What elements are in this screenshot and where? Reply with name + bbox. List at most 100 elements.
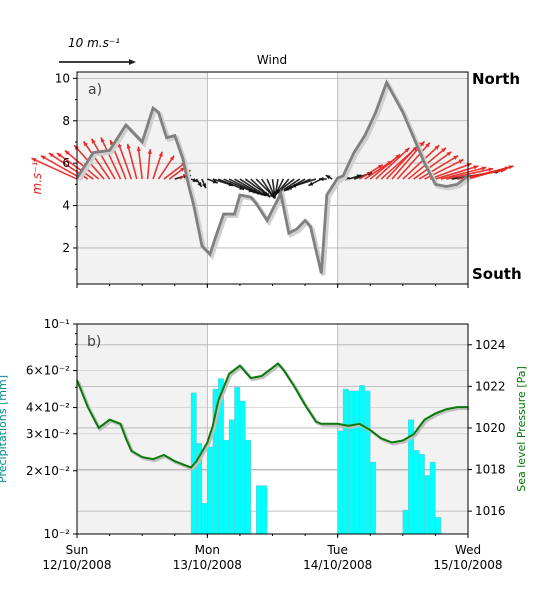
wind-arrow — [375, 147, 411, 180]
wind-scale-arrow — [59, 59, 136, 65]
wind-arrow — [100, 137, 122, 180]
scale-arrow-head — [129, 59, 136, 65]
wind-panel-label: a) — [88, 82, 102, 98]
precip-bar — [201, 503, 208, 535]
y-tick-label: 10 — [55, 71, 70, 85]
precip-bar — [435, 517, 442, 535]
south-label: South — [472, 265, 522, 283]
y-tick-label: 4×10⁻² — [26, 401, 70, 415]
y2-tick-label: 1018 — [475, 463, 506, 477]
precip-bar — [207, 446, 213, 535]
precip-bar — [418, 453, 425, 535]
x-tick-date-label: 12/10/2008 — [42, 558, 111, 572]
pressure-line — [76, 362, 470, 471]
precip-bar — [348, 390, 355, 535]
x-tick-date-label: 14/10/2008 — [303, 558, 372, 572]
precip-bar — [424, 475, 431, 535]
precip-pressure-panel: 10⁻² 2×10⁻² 3×10⁻² 4×10⁻² 6×10⁻² 10⁻¹ 1016 1018… — [0, 317, 528, 572]
wind-panel-title: Wind — [257, 53, 287, 67]
x-tick-day-label: Mon — [195, 543, 220, 557]
wind-arrow — [418, 154, 459, 180]
wind-arrow — [396, 142, 431, 180]
precip-bar — [429, 461, 436, 535]
wind-arrow — [201, 178, 207, 189]
wind-arrow — [152, 151, 163, 180]
wind-arrow — [358, 164, 384, 180]
y2-tick-label: 1024 — [475, 338, 506, 352]
y2-tick-label: 1020 — [475, 421, 506, 435]
pressure-series — [76, 362, 468, 469]
wind-arrow — [440, 166, 487, 180]
y-tick-label: 4 — [62, 199, 70, 213]
wind-arrow — [126, 143, 138, 180]
x-tick-day-label: Wed — [455, 543, 481, 557]
y-tick-label: 10⁻² — [44, 527, 71, 541]
wind-speed-series — [75, 79, 469, 274]
wind-panel-axes: 2 4 6 8 10 — [55, 71, 469, 288]
wind-arrow — [146, 149, 152, 180]
wind-vectors — [31, 137, 514, 200]
wind-arrow — [250, 178, 271, 198]
wind-arrow — [40, 154, 83, 180]
y2-tick-label: 1016 — [475, 504, 506, 518]
wind-speed-line — [75, 79, 472, 276]
precip-bar — [256, 485, 262, 535]
precip-y-axis-label: Precipitations [mm] — [0, 375, 9, 483]
y-tick-label: 6×10⁻² — [26, 364, 70, 378]
wind-arrow — [195, 178, 203, 188]
precip-panel-label: b) — [87, 334, 101, 350]
y-tick-label: 2×10⁻² — [26, 464, 70, 478]
wind-arrow — [31, 157, 78, 180]
y-tick-label: 10⁻¹ — [44, 317, 71, 331]
wind-arrow — [446, 167, 494, 180]
wind-arrow — [136, 146, 143, 180]
precip-bar — [337, 430, 344, 535]
wind-arrow — [435, 165, 479, 180]
wind-arrow — [190, 177, 198, 183]
precip-bar — [223, 439, 230, 535]
north-label: North — [472, 70, 520, 88]
precip-bar — [239, 400, 246, 535]
precip-bar — [228, 419, 235, 535]
y-tick-label: 3×10⁻² — [26, 427, 70, 441]
wind-arrow — [82, 140, 111, 180]
shade-band — [77, 324, 208, 534]
wind-arrow — [402, 144, 440, 180]
wind-arrow — [207, 178, 219, 184]
wind-arrow — [308, 178, 322, 187]
wind-arrow — [319, 176, 327, 182]
y-tick-label: 2 — [62, 241, 70, 255]
wind-arrow — [413, 151, 452, 180]
wind-arrow — [157, 155, 175, 180]
wind-arrow — [325, 174, 333, 180]
x-tick-date-label: 15/10/2008 — [433, 558, 502, 572]
y2-tick-label: 1022 — [475, 379, 506, 393]
precip-bar — [245, 439, 251, 535]
y-tick-label: 8 — [62, 114, 70, 128]
precip-bar — [359, 385, 366, 535]
precip-bar — [234, 387, 241, 535]
wind-arrow — [369, 153, 401, 180]
pressure-y-axis-label: Sea level Pressure [Pa] — [515, 366, 528, 492]
precip-panel-axes: 10⁻² 2×10⁻² 3×10⁻² 4×10⁻² 6×10⁻² 10⁻¹ 1016 1018… — [26, 317, 506, 572]
precip-bar — [342, 388, 349, 535]
wind-arrow — [467, 165, 514, 180]
precip-bar — [413, 450, 420, 535]
x-tick-day-label: Tue — [326, 543, 348, 557]
precip-bar — [402, 509, 409, 535]
wind-arrow — [291, 178, 317, 188]
wind-panel: 2 4 6 8 10 Wind a) North South 10 m.s⁻¹ m.s⁻… — [30, 36, 522, 288]
precip-bar — [364, 390, 371, 535]
precip-bar — [353, 390, 360, 535]
wind-arrow — [64, 149, 100, 180]
wind-arrow — [90, 138, 116, 180]
x-tick-date-label: 13/10/2008 — [173, 558, 242, 572]
x-tick-day-label: Sun — [66, 543, 89, 557]
y-tick-label: 6 — [62, 156, 70, 170]
wind-scale-label: 10 m.s⁻¹ — [68, 36, 120, 50]
precip-bar — [370, 461, 376, 535]
wind-arrow — [56, 152, 94, 180]
wind-y-axis-label: m.s⁻¹ — [30, 161, 44, 194]
precip-bar — [261, 485, 268, 535]
